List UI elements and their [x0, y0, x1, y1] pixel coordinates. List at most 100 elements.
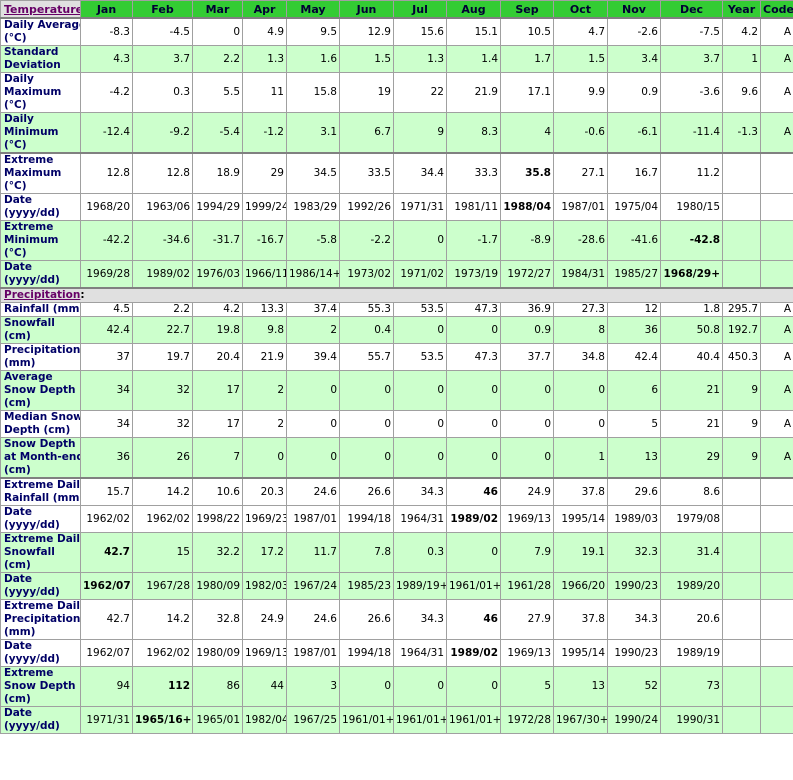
value-cell: 1961/01+ [446, 706, 501, 734]
value-cell: -4.2 [80, 72, 133, 113]
value-cell: 14.2 [132, 477, 193, 506]
value-cell: 0 [286, 370, 340, 411]
value-cell: 42.7 [80, 599, 133, 640]
value-cell: 15 [132, 532, 193, 573]
value-cell: A [760, 437, 793, 479]
label-line: Snowfall [4, 317, 55, 330]
value-cell: 13 [553, 666, 608, 707]
value-cell: 21 [660, 410, 723, 438]
value-cell: 0.3 [132, 72, 193, 113]
value-cell: 2 [242, 370, 287, 411]
value-cell: 42.7 [80, 532, 133, 573]
value-cell: 0 [339, 437, 394, 479]
value-cell: 1968/29+ [660, 260, 723, 289]
row-label: Snow Depth at Month-end (cm) [0, 437, 81, 479]
value-cell: 24.9 [242, 599, 287, 640]
empty-cell [722, 505, 761, 533]
value-cell: -3.6 [660, 72, 723, 113]
label-line: Maximum [4, 86, 62, 98]
data-row: Rainfall (mm) 4.5 2.2 4.2 13.3 37.4 55.3 53.5 47… [0, 302, 793, 317]
value-cell: 29 [660, 437, 723, 479]
data-row: Date (yyyy/dd) 1962/02 1962/02 1998/22 1969/2… [0, 505, 793, 533]
value-cell: 15.1 [446, 17, 501, 46]
value-cell: 20.3 [242, 477, 287, 506]
column-header: Code [760, 0, 793, 19]
value-cell: 17 [192, 410, 243, 438]
label-line: Rainfall (mm) [4, 492, 81, 504]
value-cell: 1987/01 [286, 639, 340, 667]
value-cell: 37.8 [553, 599, 608, 640]
row-label: Date (yyyy/dd) [0, 639, 81, 667]
value-cell: 0 [446, 532, 501, 573]
row-label: Extreme Maximum (°C) [0, 152, 81, 194]
empty-cell [760, 639, 793, 667]
row-label: Date (yyyy/dd) [0, 193, 81, 221]
row-label: Date (yyyy/dd) [0, 706, 81, 734]
label-line: (yyyy/dd) [4, 274, 60, 286]
empty-cell [760, 505, 793, 533]
climate-table: Temperature: JanFebMarAprMayJunJulAugSep… [0, 0, 793, 734]
label-line: Date [4, 506, 32, 519]
label-line: (mm) [4, 357, 36, 369]
value-cell: 4.3 [80, 45, 133, 73]
value-cell: -42.2 [80, 220, 133, 261]
value-cell: A [760, 370, 793, 411]
value-cell: 1962/07 [80, 572, 133, 600]
value-cell: 1982/03 [242, 572, 287, 600]
value-cell: 15.6 [393, 17, 447, 46]
value-cell: 1964/31 [393, 639, 447, 667]
value-cell: 37 [80, 343, 133, 371]
value-cell: 12.9 [339, 17, 394, 46]
value-cell: 1990/23 [607, 639, 661, 667]
value-cell: 6 [607, 370, 661, 411]
value-cell: 7.8 [339, 532, 394, 573]
label-line: Snow Depth [4, 384, 76, 396]
value-cell: 0 [553, 410, 608, 438]
label-line: Extreme Daily [4, 479, 81, 491]
value-cell: -41.6 [607, 220, 661, 261]
value-cell: 1961/01+ [393, 706, 447, 734]
empty-cell [760, 532, 793, 573]
value-cell: 4.5 [80, 302, 133, 317]
value-cell: 1981/11 [446, 193, 501, 221]
value-cell: 42.4 [80, 316, 133, 344]
label-line: Daily [4, 113, 34, 125]
value-cell: 86 [192, 666, 243, 707]
value-cell: 40.4 [660, 343, 723, 371]
label-line: Date [4, 261, 32, 273]
column-header: Apr [242, 0, 287, 19]
value-cell: 34.3 [607, 599, 661, 640]
value-cell: 21 [660, 370, 723, 411]
value-cell: 94 [80, 666, 133, 707]
value-cell: 26.6 [339, 477, 394, 506]
value-cell: 1969/13 [500, 505, 554, 533]
label-line: Rainfall (mm) [4, 303, 81, 316]
value-cell: 34 [80, 370, 133, 411]
label-line: (°C) [4, 32, 27, 44]
value-cell: 1971/31 [80, 706, 133, 734]
value-cell: 34.3 [393, 599, 447, 640]
value-cell: 0 [192, 17, 243, 46]
label-line: (cm) [4, 559, 31, 571]
value-cell: 1969/13 [500, 639, 554, 667]
row-label: Extreme Daily Precipitation (mm) [0, 599, 81, 640]
label-line: (°C) [4, 139, 27, 151]
value-cell: -1.7 [446, 220, 501, 261]
data-row: Daily Average (°C) -8.3 -4.5 0 4.9 9.5 12.9 15.6… [0, 17, 793, 46]
value-cell: A [760, 302, 793, 317]
column-header: Oct [553, 0, 608, 19]
label-line: (°C) [4, 180, 27, 192]
value-cell: 52 [607, 666, 661, 707]
value-cell: 11.7 [286, 532, 340, 573]
section-link[interactable]: Temperature [4, 2, 81, 16]
column-header: Feb [132, 0, 193, 19]
section-link[interactable]: Precipitation [4, 289, 81, 301]
label-line: Median Snow [4, 411, 81, 424]
value-cell: 27.1 [553, 152, 608, 194]
empty-cell [722, 639, 761, 667]
value-cell: 8.6 [660, 477, 723, 506]
label-line: Standard [4, 46, 59, 59]
value-cell: 5 [607, 410, 661, 438]
value-cell: 1994/18 [339, 505, 394, 533]
value-cell: 20.6 [660, 599, 723, 640]
